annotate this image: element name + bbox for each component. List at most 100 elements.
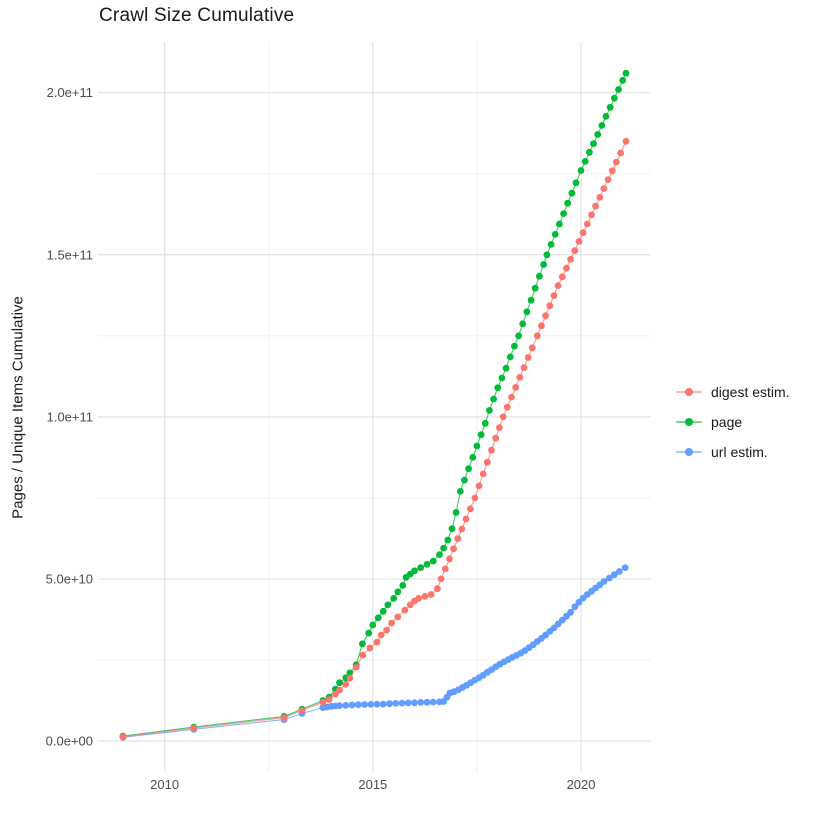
data-point-page	[448, 525, 456, 533]
series-line-url-estim	[122, 567, 626, 738]
data-point-digest-estim	[550, 292, 558, 299]
data-point-page	[511, 342, 518, 350]
data-point-page	[543, 251, 551, 259]
data-point-page	[390, 595, 398, 602]
data-point-digest-estim	[441, 565, 449, 573]
data-point-page	[606, 103, 614, 111]
data-point-digest-estim	[499, 413, 507, 421]
data-point-url-estim	[392, 700, 400, 707]
data-point-digest-estim	[342, 680, 350, 688]
legend-key-page	[676, 415, 702, 429]
data-point-digest-estim	[579, 229, 587, 237]
data-point-page	[494, 384, 502, 392]
data-point-digest-estim	[377, 631, 385, 639]
data-point-url-estim	[354, 701, 362, 709]
data-point-digest-estim	[359, 651, 367, 659]
data-point-page	[556, 220, 563, 228]
data-point-url-estim	[600, 578, 608, 585]
data-point-page	[531, 284, 539, 292]
data-point-page	[498, 374, 506, 382]
data-point-digest-estim	[488, 446, 495, 454]
data-point-page	[456, 488, 464, 495]
data-point-digest-estim	[542, 312, 549, 320]
data-point-page	[615, 86, 622, 93]
data-point-digest-estim	[617, 149, 624, 157]
data-point-page	[527, 296, 535, 304]
data-point-digest-estim	[538, 322, 545, 330]
data-point-digest-estim	[383, 626, 390, 634]
data-point-digest-estim	[496, 424, 503, 431]
data-point-url-estim	[423, 698, 431, 706]
data-point-page	[452, 509, 460, 516]
data-point-page	[486, 407, 493, 414]
data-point-digest-estim	[388, 619, 395, 627]
data-point-digest-estim	[554, 282, 562, 289]
data-point-url-estim	[379, 700, 387, 708]
dot-swatch-icon	[685, 417, 693, 426]
data-point-digest-estim	[558, 273, 566, 281]
data-point-page	[540, 261, 547, 268]
data-point-digest-estim	[512, 384, 520, 391]
data-point-digest-estim	[571, 247, 579, 255]
data-point-digest-estim	[336, 686, 343, 694]
data-point-digest-estim	[434, 585, 441, 593]
data-point-digest-estim	[583, 220, 591, 228]
data-point-url-estim	[373, 700, 381, 708]
data-point-digest-estim	[613, 158, 620, 166]
data-point-digest-estim	[415, 595, 422, 602]
data-point-page	[440, 544, 447, 552]
data-point-digest-estim	[475, 482, 483, 490]
data-point-page	[622, 69, 630, 77]
legend-item-url-estim: url estim.	[676, 441, 790, 462]
data-point-digest-estim	[520, 364, 528, 371]
data-point-digest-estim	[454, 535, 462, 543]
series-digest-estim	[119, 137, 630, 741]
data-point-url-estim	[417, 699, 425, 706]
data-point-digest-estim	[563, 264, 570, 272]
chart-title: Crawl Size Cumulative	[99, 5, 295, 26]
dot-swatch-icon	[685, 387, 693, 396]
legend-key-url	[676, 445, 702, 459]
data-point-digest-estim	[567, 255, 574, 263]
data-point-digest-estim	[479, 470, 487, 478]
y-axis-title: Pages / Unique Items Cumulative	[9, 296, 27, 519]
data-point-page	[611, 94, 618, 102]
data-point-digest-estim	[466, 505, 474, 513]
data-point-page	[365, 629, 373, 637]
data-point-page	[564, 199, 572, 207]
data-point-page	[384, 601, 392, 609]
data-point-digest-estim	[119, 733, 127, 741]
data-point-url-estim	[398, 699, 406, 707]
data-point-digest-estim	[373, 638, 381, 646]
data-point-page	[481, 419, 489, 427]
data-point-digest-estim	[600, 185, 608, 193]
legend-item-digest-estim: digest estim.	[676, 381, 790, 402]
data-point-url-estim	[571, 603, 579, 611]
data-point-digest-estim	[533, 332, 541, 340]
data-point-digest-estim	[528, 344, 536, 352]
data-point-page	[619, 77, 627, 84]
data-point-page	[379, 607, 387, 615]
x-tick-label: 2015	[358, 777, 387, 792]
data-point-digest-estim	[524, 354, 532, 361]
y-tick-label: 5.0e+10	[46, 571, 93, 586]
series-url-estim	[119, 564, 629, 741]
data-point-digest-estim	[516, 373, 524, 381]
data-point-page	[568, 189, 576, 197]
data-point-page	[560, 210, 567, 218]
data-point-digest-estim	[508, 393, 515, 401]
data-point-digest-estim	[592, 202, 599, 210]
y-tick-label: 0.0e+00	[46, 734, 93, 749]
data-point-page	[577, 167, 585, 174]
data-point-page	[473, 442, 481, 450]
data-point-digest-estim	[596, 194, 604, 201]
data-point-url-estim	[361, 701, 368, 708]
data-point-digest-estim	[503, 403, 511, 411]
data-point-digest-estim	[546, 302, 554, 310]
grid-major	[98, 42, 651, 772]
data-point-digest-estim	[450, 545, 457, 553]
data-point-digest-estim	[575, 238, 583, 245]
data-point-digest-estim	[190, 724, 198, 732]
data-point-url-estim	[567, 608, 574, 616]
